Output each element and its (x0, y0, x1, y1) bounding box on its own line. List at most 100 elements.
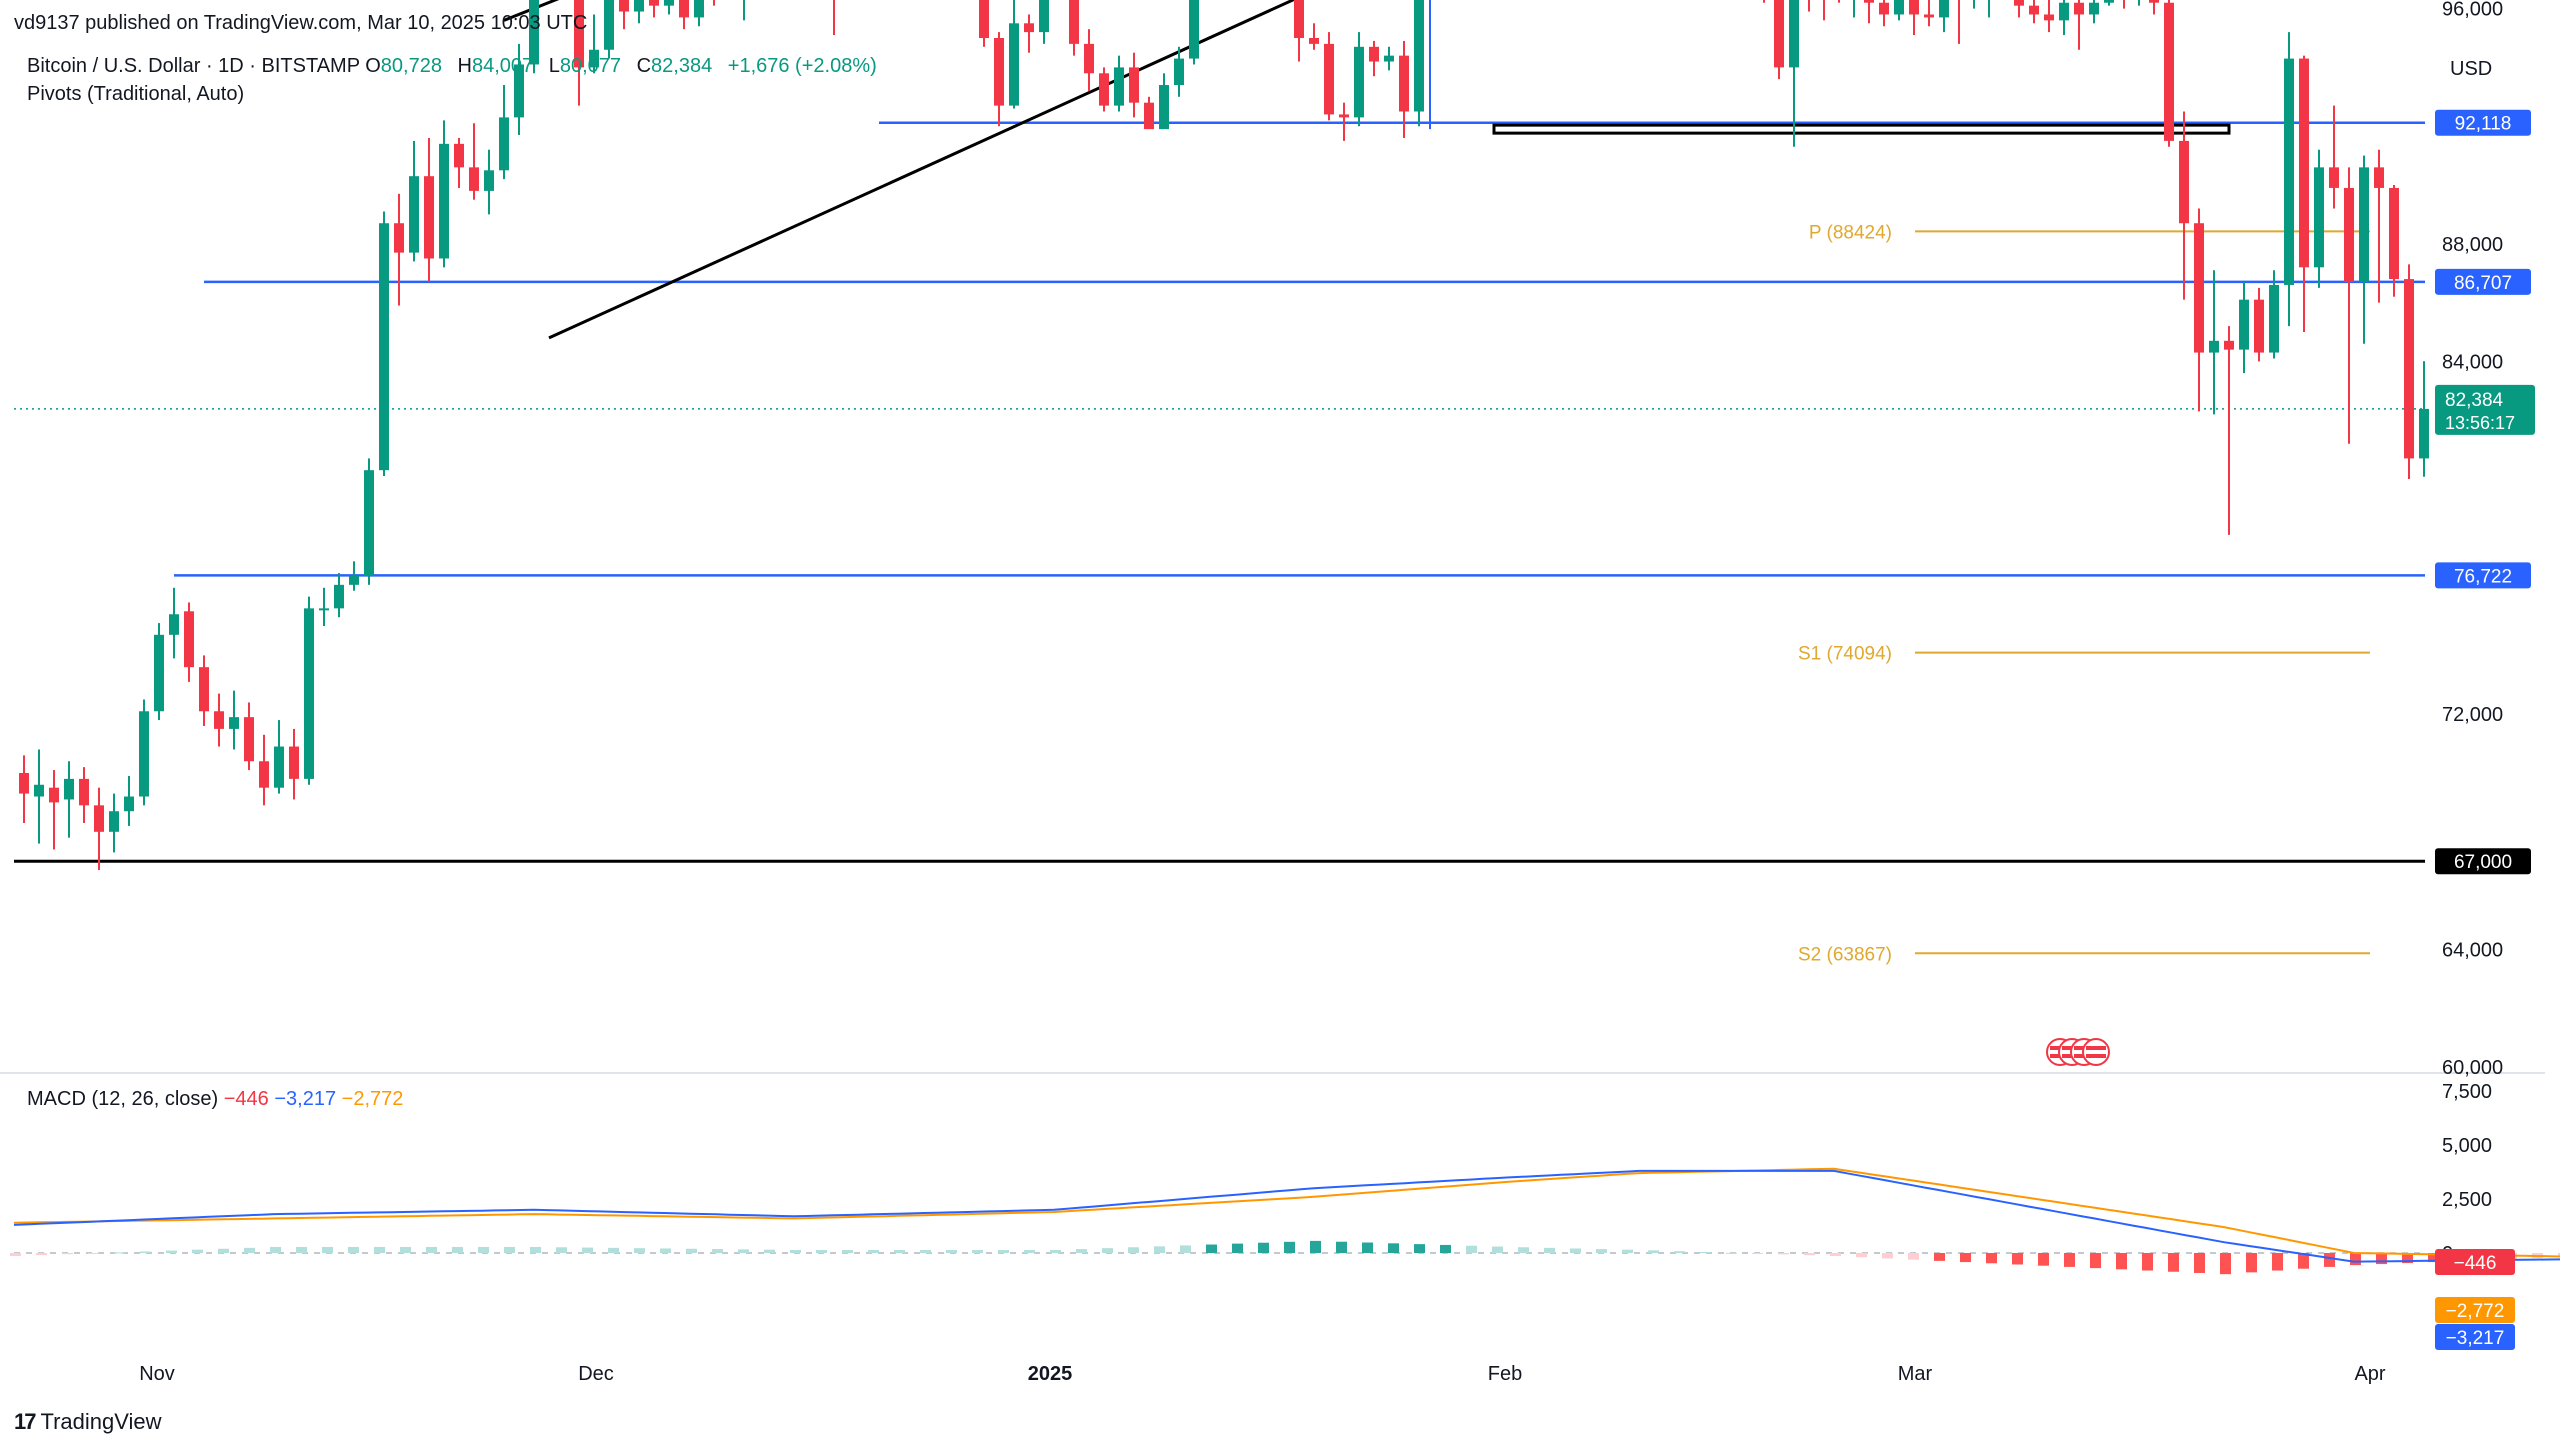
macd-histogram-bar (2168, 1253, 2179, 1272)
macd-histogram-bar (2220, 1253, 2231, 1275)
macd-histogram-bar (166, 1250, 177, 1253)
candle-body (694, 0, 704, 18)
macd-histogram-bar (946, 1249, 957, 1253)
candle-body (169, 614, 179, 635)
macd-histogram-bar (504, 1246, 515, 1253)
macd-histogram-bar (1570, 1248, 1581, 1253)
macd-line-value: −3,217 (274, 1088, 337, 1110)
pivot-label-S1: S1 (74094) (1798, 644, 1892, 665)
macd-axis-tick: 5,000 (2442, 1135, 2492, 1157)
macd-histogram-bar (452, 1246, 463, 1253)
macd-histogram-bar (1102, 1248, 1113, 1253)
macd-histogram-bar (1674, 1251, 1685, 1253)
macd-histogram-bar (842, 1249, 853, 1253)
macd-histogram-bar (1934, 1253, 1945, 1261)
macd-histogram-bar (1362, 1242, 1373, 1253)
macd-histogram-bar (920, 1249, 931, 1253)
macd-histogram-bar (2194, 1253, 2205, 1273)
price-axis-tick: 60,000 (2442, 1057, 2503, 1079)
pivot-label-P: P (88424) (1809, 222, 1892, 243)
time-axis-tick: Dec (578, 1363, 614, 1385)
candle-body (2104, 0, 2114, 3)
level-badge-label-support-2: 86,707 (2454, 273, 2512, 294)
macd-histogram-bar (36, 1253, 47, 1256)
candle-body (619, 0, 629, 12)
macd-histogram-bar (140, 1251, 151, 1253)
pivots-indicator-label[interactable]: Pivots (Traditional, Auto) (27, 83, 245, 105)
time-axis-tick: Nov (139, 1363, 175, 1385)
macd-histogram-bar (1648, 1250, 1659, 1253)
macd-histogram-bar (1492, 1246, 1503, 1253)
candle-body (2314, 167, 2324, 268)
candle-body (1159, 85, 1169, 130)
macd-histogram-bar (62, 1253, 73, 1255)
macd-badge-label-histogram: −446 (2454, 1253, 2497, 1274)
macd-badge-label-macd: −3,217 (2446, 1328, 2505, 1349)
candle-body (2419, 408, 2429, 459)
event-flag-stripe (2086, 1046, 2106, 1050)
macd-axis-tick: 2,500 (2442, 1189, 2492, 1211)
candle-body (1174, 58, 1184, 86)
candle-body (259, 761, 269, 788)
macd-histogram-bar (1310, 1240, 1321, 1253)
macd-histogram-bar (1414, 1244, 1425, 1253)
candle-body (229, 717, 239, 729)
macd-legend[interactable]: MACD (12, 26, close) −446 −3,217 −2,772 (27, 1088, 403, 1111)
candle-body (1354, 46, 1364, 118)
candle-body (409, 176, 419, 253)
last-price-badge (2435, 384, 2535, 435)
macd-badge-macd (2435, 1324, 2515, 1350)
high-label: H (457, 55, 472, 77)
macd-histogram-bar (1050, 1249, 1061, 1253)
candle-body (2014, 0, 2024, 6)
macd-histogram-bar (2558, 1253, 2560, 1258)
macd-histogram-bar (2272, 1253, 2283, 1271)
candle-body (679, 0, 689, 18)
macd-histogram-bar (2428, 1253, 2439, 1263)
level-badge-support-2 (2435, 268, 2531, 295)
macd-histogram-bar (1882, 1253, 1893, 1259)
candle-body (2404, 279, 2414, 459)
candle-body (94, 805, 104, 832)
candle-body (1414, 0, 1424, 112)
macd-histogram-bar (2012, 1253, 2023, 1265)
candle-body (1009, 23, 1019, 106)
candle-body (2179, 140, 2189, 224)
macd-histogram-bar (1440, 1244, 1451, 1253)
macd-histogram-bar (374, 1246, 385, 1253)
currency-label[interactable]: USD (2450, 58, 2493, 80)
candle-body (1864, 0, 1874, 3)
candle-body (124, 796, 134, 812)
candle-body (529, 0, 539, 65)
macd-histogram-bar (998, 1249, 1009, 1253)
tradingview-brand[interactable]: 17 TradingView (14, 1409, 162, 1435)
candle-body (2224, 340, 2234, 350)
close-value: 82,384 (651, 55, 713, 77)
event-flag-icon (2082, 1038, 2110, 1066)
price-axis-tick: 88,000 (2442, 234, 2503, 256)
candle-body (2149, 0, 2159, 3)
macd-histogram-bar (2324, 1253, 2335, 1267)
macd-histogram-bar (192, 1249, 203, 1253)
macd-histogram-bar (790, 1249, 801, 1253)
candle-body (2059, 2, 2069, 21)
candle-body (304, 608, 314, 779)
candle-body (634, 0, 644, 12)
macd-histogram-bar (868, 1249, 879, 1253)
candle-body (1939, 0, 1949, 18)
brand-name: TradingView (40, 1409, 162, 1434)
macd-histogram-bar (1076, 1249, 1087, 1253)
candle-body (1129, 67, 1139, 103)
candle-body (1324, 43, 1334, 115)
macd-histogram-bar (894, 1249, 905, 1253)
macd-histogram-bar (1024, 1249, 1035, 1253)
macd-histogram-bar (738, 1249, 749, 1253)
candle-body (2239, 299, 2249, 350)
time-axis-tick: Mar (1898, 1363, 1933, 1385)
macd-histogram-bar (426, 1246, 437, 1253)
last-price-badge-label: 82,384 (2445, 390, 2504, 411)
price-axis-tick: 64,000 (2442, 939, 2503, 961)
macd-histogram-bar (1778, 1253, 1789, 1255)
